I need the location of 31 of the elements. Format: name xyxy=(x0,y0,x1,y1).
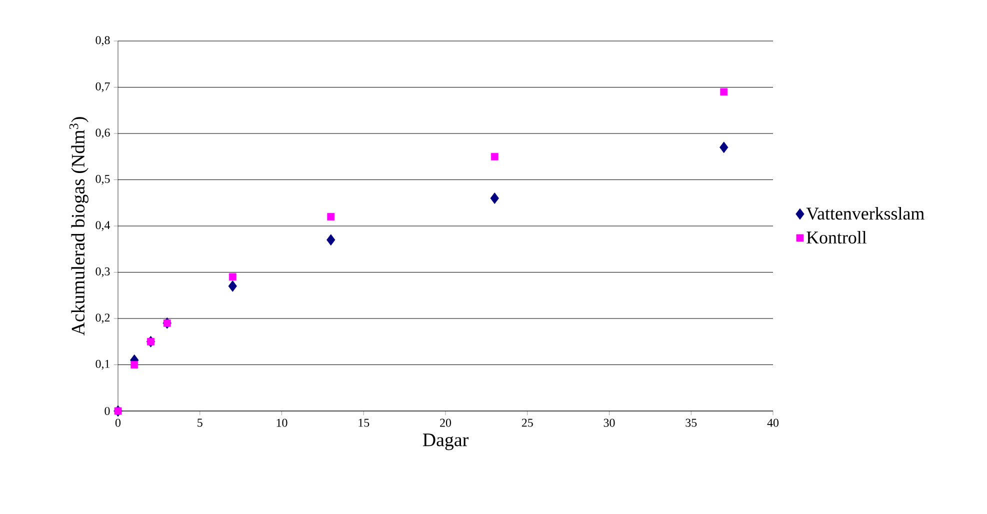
y-tick-label: 0,4 xyxy=(96,221,110,231)
y-tick-label: 0,5 xyxy=(96,174,110,185)
point xyxy=(490,192,499,204)
point xyxy=(720,142,728,154)
point xyxy=(490,152,498,160)
point xyxy=(228,280,237,292)
point xyxy=(228,273,236,281)
y-tick-label: 0,1 xyxy=(96,360,110,370)
point xyxy=(327,213,335,220)
x-tick-label: 10 xyxy=(276,418,288,427)
legend-label: Vattenverksslam xyxy=(806,207,924,220)
x-tick-label: 0 xyxy=(115,418,121,427)
y-tick-label: 0,3 xyxy=(96,267,110,278)
x-tick-label: 30 xyxy=(604,418,615,427)
x-tick-label: 40 xyxy=(767,418,779,427)
x-tick-label: 35 xyxy=(686,418,697,427)
point xyxy=(720,88,728,96)
x-tick-label: 5 xyxy=(198,418,202,427)
y-tick-label: 0,6 xyxy=(96,128,110,138)
point xyxy=(130,361,138,368)
x-tick-label: 20 xyxy=(440,418,452,427)
y-tick-label: 0,7 xyxy=(96,82,110,92)
x-tick-label: 15 xyxy=(358,418,370,427)
y-tick-label: 0,2 xyxy=(96,314,110,324)
y-tick-label: 0,8 xyxy=(96,36,110,46)
y-tick-label: 0 xyxy=(104,406,110,416)
legend-label: Kontroll xyxy=(806,230,866,244)
point xyxy=(326,234,336,246)
y-axis-title: Ackumulerad biogas (Ndm$^{3}$) xyxy=(69,117,88,336)
x-tick-label: 25 xyxy=(522,418,533,427)
x-axis-title: Dagar xyxy=(422,434,468,450)
